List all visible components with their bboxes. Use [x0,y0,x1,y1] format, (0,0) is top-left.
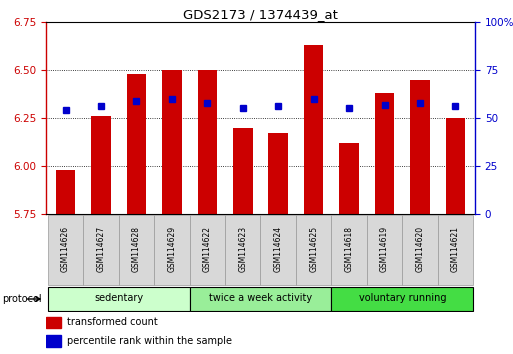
Text: GSM114621: GSM114621 [451,225,460,272]
Text: sedentary: sedentary [94,293,143,303]
Bar [367,216,402,285]
Text: GSM114628: GSM114628 [132,225,141,272]
Bar [261,216,296,285]
Bar [127,74,146,214]
Bar [46,335,61,347]
Bar [304,45,323,214]
Bar [296,216,331,285]
Text: transformed count: transformed count [67,318,158,327]
Bar [331,216,367,285]
Text: GSM114627: GSM114627 [96,225,106,272]
Bar [198,70,217,214]
Bar [446,118,465,214]
Bar [119,216,154,285]
Text: twice a week activity: twice a week activity [209,293,312,303]
Bar [46,316,61,328]
Text: GSM114623: GSM114623 [238,225,247,272]
Bar [190,287,331,311]
Bar [225,216,261,285]
Bar [91,116,111,214]
Bar [340,143,359,214]
Text: GSM114625: GSM114625 [309,225,318,272]
Bar [162,70,182,214]
Text: GSM114618: GSM114618 [345,225,353,272]
Bar [56,170,75,214]
Text: protocol: protocol [3,294,42,304]
Text: GSM114620: GSM114620 [416,225,425,272]
Text: GSM114626: GSM114626 [61,225,70,272]
Bar [375,93,394,214]
Text: GSM114619: GSM114619 [380,225,389,272]
Text: GSM114624: GSM114624 [274,225,283,272]
Bar [438,216,473,285]
Bar [410,80,430,214]
Text: GSM114629: GSM114629 [167,225,176,272]
Bar [268,133,288,214]
Text: GSM114622: GSM114622 [203,225,212,272]
Bar [83,216,119,285]
Bar [154,216,190,285]
Bar [331,287,473,311]
Bar [402,216,438,285]
Bar [48,216,83,285]
Bar [190,216,225,285]
Bar [48,287,190,311]
Text: percentile rank within the sample: percentile rank within the sample [67,336,232,346]
Bar [233,127,252,214]
Text: voluntary running: voluntary running [359,293,446,303]
Title: GDS2173 / 1374439_at: GDS2173 / 1374439_at [183,8,338,21]
